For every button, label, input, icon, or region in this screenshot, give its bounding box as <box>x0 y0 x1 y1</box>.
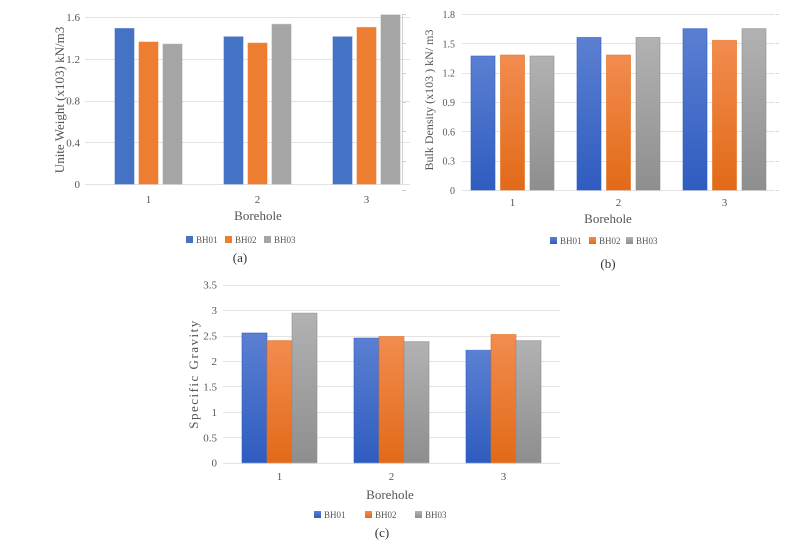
legend-swatch-bh03 <box>626 237 633 244</box>
chart-a-y-tick-label: 1.6 <box>66 12 80 24</box>
bar-b-bh03-borehole-3 <box>741 28 767 191</box>
chart-a-legend: BH01 BH02 BH03 <box>186 235 296 245</box>
chart-c-y-tick-label: 2.5 <box>203 331 217 343</box>
chart-c-y-tick-label: 3.5 <box>203 280 217 292</box>
chart-b-x-tick-label: 3 <box>722 197 728 209</box>
legend-label-bh02: BH02 <box>235 235 257 245</box>
chart-c-y-ticks: 0 0.5 1 1.5 2 2.5 3 3.5 <box>203 280 217 470</box>
chart-a-y-axis-title: Unite Weight (x103) kN/m3 <box>52 27 67 173</box>
chart-b-y-axis-title: Bulk Density (x103 ) kN/ m3 <box>422 30 436 171</box>
legend-swatch-bh02 <box>589 237 596 244</box>
chart-b-y-tick-label: 1.5 <box>443 39 456 50</box>
chart-a-unit-weight: 0 0.4 0.8 1.2 1.6 1 2 3 Unite Weight (x103) kN… <box>52 12 410 265</box>
bar-b-bh01-borehole-3 <box>682 28 708 191</box>
legend-swatch-bh01 <box>314 511 321 518</box>
bar-a-bh03-borehole-1 <box>162 43 183 185</box>
legend-swatch-bh02 <box>365 511 372 518</box>
chart-c-y-tick-label: 1 <box>212 407 218 419</box>
chart-c-y-tick-label: 1.5 <box>203 381 217 393</box>
chart-a-y-tick-label: 0.4 <box>66 137 80 149</box>
bar-b-bh03-borehole-1 <box>529 55 555 191</box>
bar-c-bh03-borehole-1 <box>291 312 318 464</box>
chart-b-y-tick-label: 0 <box>450 186 455 197</box>
bar-a-bh01-borehole-3 <box>332 36 353 185</box>
chart-c-x-tick-label: 2 <box>389 471 395 483</box>
bar-c-bh03-borehole-3 <box>515 340 542 464</box>
chart-c-y-tick-label: 0.5 <box>203 432 217 444</box>
legend-swatch-bh02 <box>225 236 232 243</box>
legend-label-bh02: BH02 <box>599 236 621 246</box>
chart-a-y-ticks: 0 0.4 0.8 1.2 1.6 <box>66 12 80 191</box>
bar-a-bh02-borehole-2 <box>247 42 268 185</box>
chart-a-caption: (a) <box>233 250 247 265</box>
chart-c-y-axis-title: Specific Gravity <box>186 319 201 429</box>
legend-swatch-bh01 <box>186 236 193 243</box>
legend-label-bh02: BH02 <box>375 510 397 520</box>
chart-c-x-tick-label: 1 <box>277 471 283 483</box>
bar-c-bh02-borehole-3 <box>490 334 517 464</box>
bar-c-bh02-borehole-1 <box>266 340 293 464</box>
chart-a-y-tick-label: 1.2 <box>66 54 80 66</box>
chart-a-x-tick-label: 3 <box>364 194 370 206</box>
bar-a-bh02-borehole-1 <box>138 41 159 185</box>
chart-b-x-axis-title: Borehole <box>584 211 632 226</box>
bar-b-bh01-borehole-2 <box>576 36 602 191</box>
legend-label-bh01: BH01 <box>196 235 218 245</box>
chart-b-y-tick-label: 0.6 <box>443 127 456 138</box>
bar-b-bh02-borehole-2 <box>606 54 631 191</box>
bar-a-bh01-borehole-1 <box>114 27 135 185</box>
chart-c-y-tick-label: 0 <box>212 458 218 470</box>
legend-label-bh01: BH01 <box>324 510 346 520</box>
chart-b-y-tick-label: 0.3 <box>443 157 456 168</box>
bar-c-bh01-borehole-2 <box>353 337 380 464</box>
chart-a-x-axis-title: Borehole <box>234 208 282 223</box>
chart-b-x-ticks: 1 2 3 <box>510 197 728 209</box>
chart-a-bars <box>114 14 401 185</box>
bar-c-bh03-borehole-2 <box>403 341 430 464</box>
chart-c-bars <box>241 312 542 464</box>
bar-a-bh03-borehole-2 <box>271 23 292 185</box>
bar-b-bh02-borehole-3 <box>712 39 737 191</box>
chart-b-x-tick-label: 2 <box>616 197 622 209</box>
legend-swatch-bh03 <box>415 511 422 518</box>
bar-b-bh03-borehole-2 <box>635 36 661 191</box>
chart-b-caption: (b) <box>600 256 615 271</box>
legend-swatch-bh01 <box>550 237 557 244</box>
bar-b-bh01-borehole-1 <box>470 55 496 191</box>
bar-b-bh02-borehole-1 <box>500 54 525 191</box>
chart-c-y-tick-label: 2 <box>212 356 218 368</box>
chart-b-y-ticks: 0 0.3 0.6 0.9 1.2 1.5 1.8 <box>443 10 456 197</box>
chart-c-x-axis-title: Borehole <box>366 487 414 502</box>
bar-a-bh03-borehole-3 <box>380 14 401 185</box>
chart-b-bars <box>470 28 767 191</box>
bar-c-bh01-borehole-3 <box>465 349 492 464</box>
bar-c-bh01-borehole-1 <box>241 332 268 464</box>
legend-label-bh03: BH03 <box>425 510 447 520</box>
legend-swatch-bh03 <box>264 236 271 243</box>
chart-c-specific-gravity: 0 0.5 1 1.5 2 2.5 3 3.5 1 2 3 Specific Gravity Bo… <box>186 280 560 540</box>
chart-b-x-tick-label: 1 <box>510 197 516 209</box>
chart-c-x-ticks: 1 2 3 <box>277 471 507 483</box>
chart-b-legend: BH01 BH02 BH03 <box>550 236 658 246</box>
chart-c-legend: BH01 BH02 BH03 <box>314 510 447 520</box>
chart-c-y-tick-label: 3 <box>212 305 218 317</box>
chart-b-y-tick-label: 1.2 <box>443 69 456 80</box>
chart-a-x-ticks: 1 2 3 <box>146 194 370 206</box>
bar-a-bh01-borehole-2 <box>223 36 244 185</box>
chart-a-y-tick-label: 0.8 <box>66 96 80 108</box>
chart-a-x-tick-label: 2 <box>255 194 261 206</box>
bar-c-bh02-borehole-2 <box>378 336 405 464</box>
chart-c-caption: (c) <box>375 525 389 540</box>
legend-label-bh01: BH01 <box>560 236 582 246</box>
chart-c-x-tick-label: 3 <box>501 471 507 483</box>
legend-label-bh03: BH03 <box>636 236 658 246</box>
chart-b-y-tick-label: 1.8 <box>443 10 456 21</box>
chart-b-y-tick-label: 0.9 <box>443 98 456 109</box>
chart-b-bulk-density: 0 0.3 0.6 0.9 1.2 1.5 1.8 1 2 3 Bulk Density (x1… <box>402 10 779 271</box>
chart-a-y-tick-label: 0 <box>75 179 81 191</box>
chart-a-x-tick-label: 1 <box>146 194 152 206</box>
legend-label-bh03: BH03 <box>274 235 296 245</box>
bar-a-bh02-borehole-3 <box>356 26 377 185</box>
